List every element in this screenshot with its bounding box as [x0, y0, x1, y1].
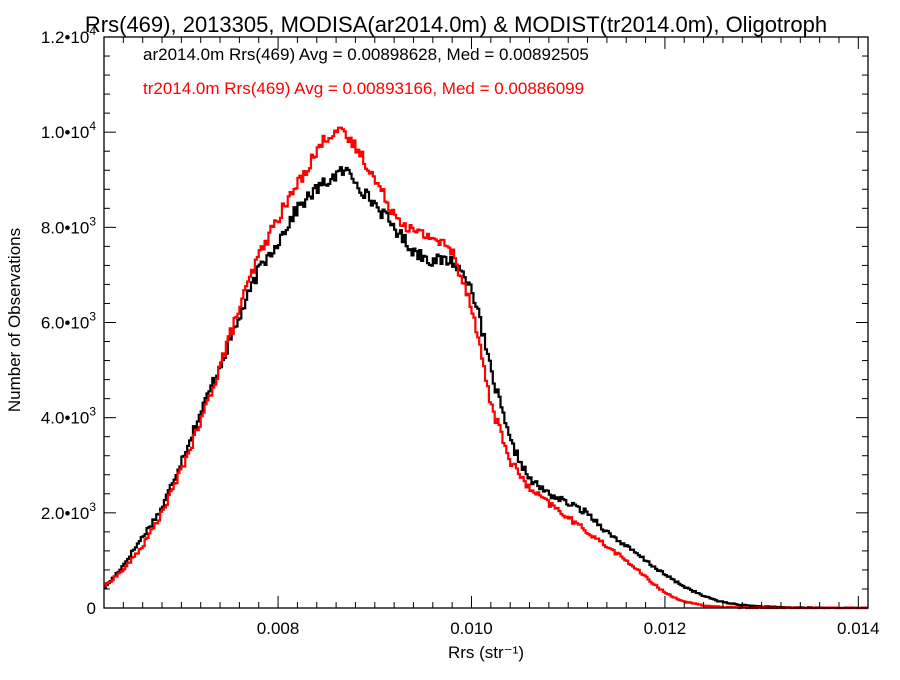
series-line-1 [104, 126, 868, 610]
y-tick-label: 4.0•103 [41, 405, 97, 428]
y-tick-label: 0 [87, 599, 96, 618]
y-axis-label: Number of Observations [5, 228, 24, 412]
x-tick-label: 0.014 [837, 619, 880, 638]
axes: 0.008 0.010 0.012 0.014 0 2.0•103 4.0•103 6.0•1… [41, 24, 880, 638]
x-tick-label: 0.012 [644, 619, 687, 638]
x-axis-label: Rrs (str⁻¹) [448, 643, 524, 662]
series-line-0 [104, 166, 868, 610]
x-tick-label: 0.010 [450, 619, 493, 638]
chart-title: Rrs(469), 2013305, MODISA(ar2014.0m) & M… [85, 12, 827, 37]
y-tick-label: 8.0•103 [41, 214, 97, 237]
y-tick-label: 1.0•104 [41, 119, 97, 142]
legend-annotation-tr2014: tr2014.0m Rrs(469) Avg = 0.00893166, Med… [143, 79, 584, 98]
y-tick-label: 2.0•103 [41, 500, 97, 523]
y-tick-label: 1.2•104 [41, 24, 97, 47]
plot-area [104, 126, 868, 610]
legend-annotation-ar2014: ar2014.0m Rrs(469) Avg = 0.00898628, Med… [143, 45, 589, 64]
plot-frame [103, 36, 869, 609]
y-tick-label: 6.0•103 [41, 310, 97, 333]
x-tick-label: 0.008 [257, 619, 300, 638]
